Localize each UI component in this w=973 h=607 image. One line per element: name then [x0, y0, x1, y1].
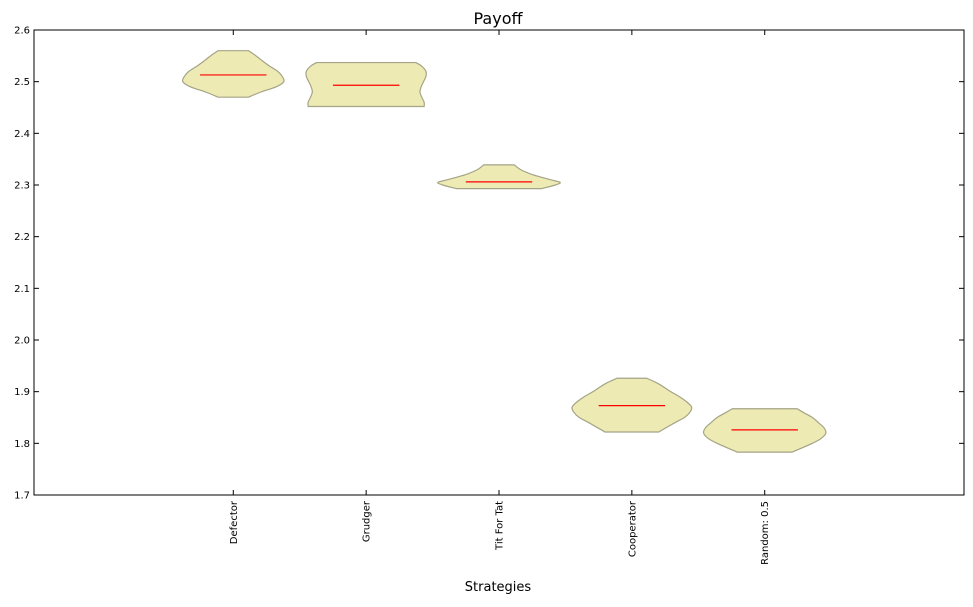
- y-axis: 1.7 1.8 1.9 2.0 2.1 2.2 2.3 2.4 2.5 2.6: [14, 26, 964, 502]
- y-tick-label: 1.7: [14, 491, 30, 502]
- x-tick-label: Grudger: [362, 500, 373, 542]
- x-axis: Defector Grudger Tit For Tat Cooperator Rand…: [229, 30, 771, 565]
- violin-body: [437, 164, 561, 190]
- x-tick-label: Tit For Tat: [495, 501, 506, 551]
- violin-body: [181, 50, 285, 98]
- y-tick-label: 2.5: [14, 77, 30, 88]
- x-tick-label: Cooperator: [627, 500, 638, 557]
- violins-layer: [181, 50, 827, 453]
- y-tick-label: 2.2: [14, 232, 30, 243]
- chart-title: Payoff: [473, 9, 523, 28]
- y-tick-label: 2.3: [14, 181, 30, 192]
- y-tick-label: 1.9: [14, 387, 30, 398]
- violin-body: [305, 61, 427, 108]
- x-tick-label: Defector: [229, 500, 240, 544]
- y-tick-label: 1.8: [14, 439, 30, 450]
- plot-area-frame: [33, 29, 965, 496]
- y-tick-label: 2.1: [14, 284, 30, 295]
- y-tick-label: 2.4: [14, 129, 30, 140]
- x-tick-label: Random: 0.5: [760, 501, 771, 565]
- x-axis-label: Strategies: [465, 580, 532, 595]
- y-tick-label: 2.0: [14, 336, 30, 347]
- y-tick-label: 2.6: [14, 26, 30, 37]
